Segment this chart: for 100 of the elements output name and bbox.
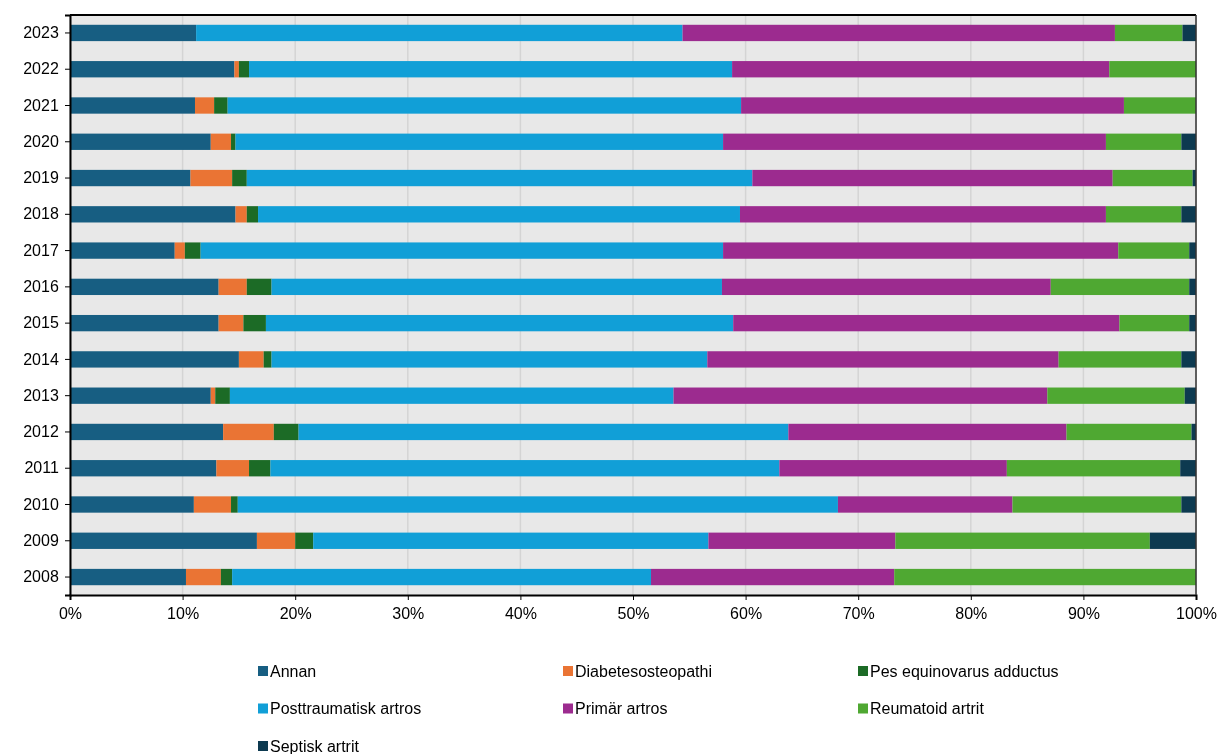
bar (313, 532, 709, 549)
x-tick-label: 20% (279, 605, 312, 622)
bar (265, 314, 734, 332)
bar (258, 206, 740, 223)
bar (837, 496, 1013, 513)
bar (193, 496, 232, 513)
y-tick-label: 2015 (23, 314, 59, 332)
bar (1182, 24, 1196, 42)
legend-label: Diabetesosteopathi (575, 662, 712, 680)
bar (184, 242, 201, 259)
x-tick-label: 30% (392, 605, 425, 622)
y-tick-label: 2013 (23, 386, 59, 404)
x-tick-label: 0% (58, 605, 83, 622)
y-tick-label: 2010 (23, 495, 59, 513)
bar (70, 206, 236, 223)
bar (651, 568, 895, 586)
x-tick-label: 70% (842, 605, 875, 622)
y-tick-label: 2014 (23, 350, 59, 368)
bar (1050, 278, 1190, 296)
bar (70, 387, 211, 404)
bar (270, 460, 780, 477)
legend-label: Pes equinovarus adductus (870, 662, 1059, 680)
bar (1012, 496, 1182, 513)
bar (70, 568, 186, 586)
x-tick-label: 40% (504, 605, 537, 622)
legend-label: Annan (270, 662, 317, 680)
bar (1047, 387, 1185, 404)
bar (895, 532, 1150, 549)
bar (234, 61, 239, 78)
y-tick-label: 2023 (23, 24, 59, 42)
bar (235, 206, 247, 223)
x-tick-label: 50% (617, 605, 650, 622)
bar (739, 206, 1106, 223)
bar (1149, 532, 1196, 549)
bar (216, 460, 250, 477)
bar (1180, 460, 1196, 477)
bar (238, 61, 250, 78)
bar (70, 460, 217, 477)
bar (1109, 61, 1196, 78)
bar (70, 351, 239, 368)
bar (70, 532, 257, 549)
bar (1181, 133, 1196, 150)
legend-label: Reumatoid artrit (870, 700, 985, 718)
bar (70, 97, 195, 114)
bar (741, 97, 1124, 114)
x-tick-label: 90% (1067, 605, 1100, 622)
bar (200, 242, 724, 259)
bar (249, 61, 733, 78)
bar (721, 278, 1051, 296)
y-tick-label: 2008 (23, 568, 59, 586)
x-tick-label: 10% (167, 605, 200, 622)
y-tick-label: 2020 (23, 132, 59, 150)
bar (732, 61, 1110, 78)
bar (243, 314, 266, 332)
bar (220, 568, 233, 586)
legend-label: Septisk artrit (270, 737, 360, 754)
bar (70, 61, 235, 78)
bar (707, 351, 1059, 368)
y-tick-label: 2009 (23, 531, 59, 549)
bar (271, 351, 708, 368)
bar (1105, 133, 1182, 150)
bar (295, 532, 314, 549)
y-tick-label: 2019 (23, 169, 59, 187)
bar (185, 568, 221, 586)
bar (779, 460, 1007, 477)
bar (196, 24, 683, 42)
bar (1114, 24, 1183, 42)
legend-label: Posttraumatisk artros (270, 700, 422, 718)
bar (210, 133, 232, 150)
bar (237, 496, 838, 513)
bar (218, 314, 244, 332)
bar (232, 568, 652, 586)
bar (298, 423, 789, 441)
bar (70, 133, 211, 150)
bar (231, 133, 236, 150)
bar (235, 133, 724, 150)
bar (174, 242, 185, 259)
y-tick-label: 2017 (23, 241, 59, 259)
legend-label: Primär artros (575, 700, 668, 718)
bar (752, 169, 1113, 187)
bar (70, 24, 197, 42)
bar (70, 496, 194, 513)
bar (218, 278, 247, 296)
bar (231, 496, 238, 513)
bar (232, 169, 247, 187)
bar (723, 242, 1119, 259)
bar (215, 387, 230, 404)
y-tick-label: 2016 (23, 277, 59, 295)
y-tick-label: 2018 (23, 205, 59, 223)
bar (1118, 242, 1190, 259)
bar (1181, 351, 1196, 368)
bar (70, 314, 219, 332)
x-tick-label: 80% (955, 605, 988, 622)
bar (238, 351, 264, 368)
bar (682, 24, 1115, 42)
bar (1181, 206, 1196, 223)
bar (246, 169, 753, 187)
bar (1181, 496, 1196, 513)
bar (788, 423, 1067, 441)
bar (223, 423, 274, 441)
